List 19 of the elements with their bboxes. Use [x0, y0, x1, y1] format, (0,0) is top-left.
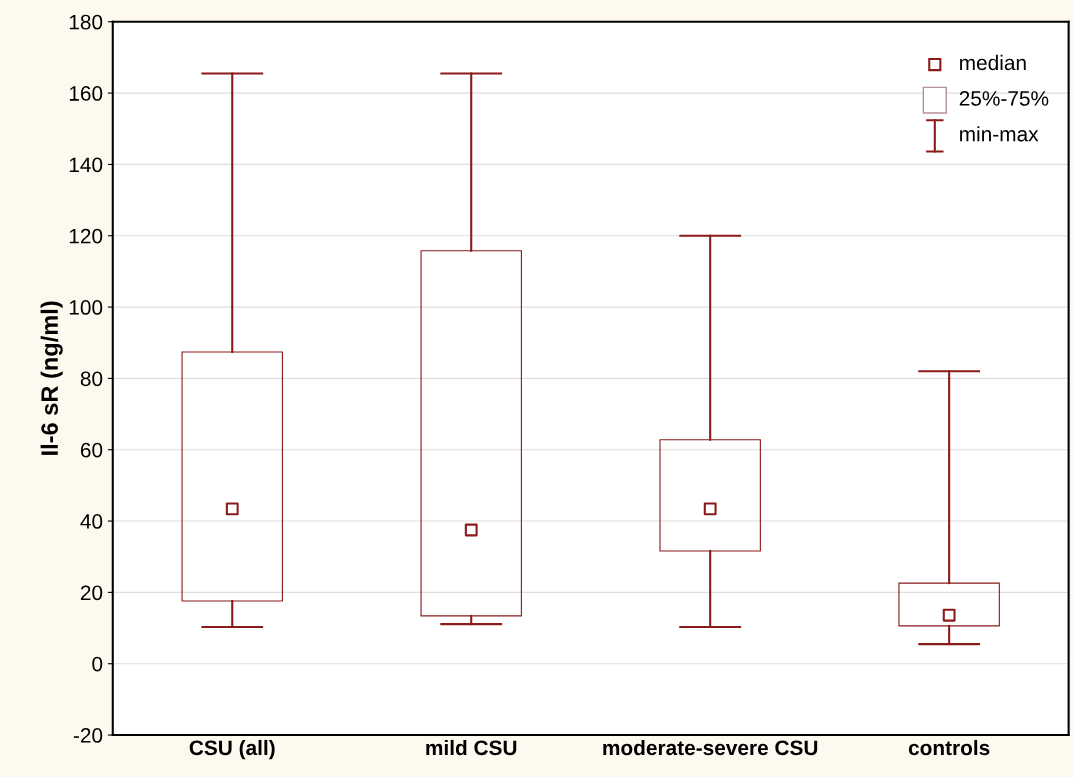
y-tick-label: 60: [80, 442, 103, 458]
x-tick-label: mild CSU: [426, 739, 517, 756]
y-tick-label: 20: [80, 585, 103, 601]
y-tick-label: 80: [80, 371, 103, 387]
x-tick-label: moderate-severe CSU: [603, 739, 818, 756]
annotation: median: [960, 54, 1026, 71]
y-tick-label: 0: [92, 656, 103, 672]
x-tick-label: CSU (all): [189, 739, 275, 760]
y-axis-title: Il-6 sR (ng/ml): [40, 301, 63, 455]
y-tick-label: -20: [73, 728, 103, 743]
annotation: 25%-75%: [959, 91, 1049, 106]
x-tick-label: controls: [908, 739, 990, 756]
y-tick-label: 40: [80, 514, 103, 529]
y-tick-label: 140: [69, 157, 103, 173]
annotation: min-max: [960, 126, 1039, 142]
y-tick-label: 100: [69, 300, 103, 315]
y-tick-label: 160: [69, 86, 103, 101]
y-tick-label: 180: [69, 14, 103, 30]
y-tick-label: 120: [69, 228, 103, 244]
